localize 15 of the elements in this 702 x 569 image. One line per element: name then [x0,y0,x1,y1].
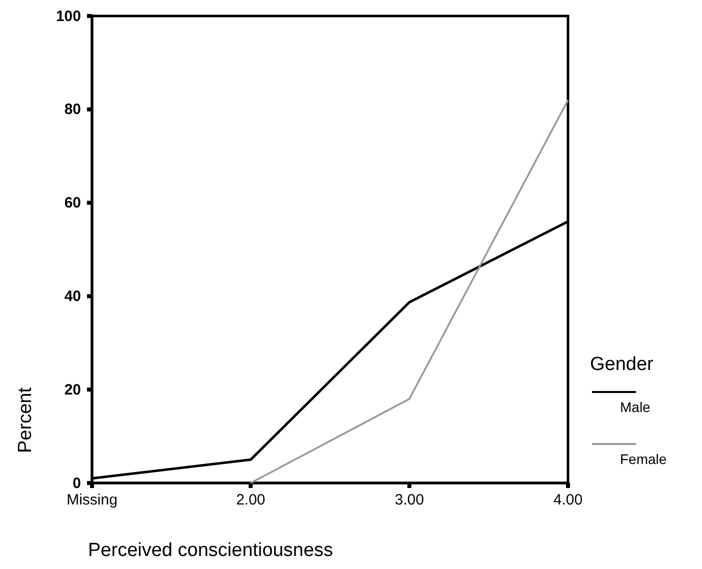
legend-label: Male [620,399,651,415]
y-tick-label: 80 [64,101,81,118]
x-tick-label: 3.00 [394,492,424,509]
y-tick-label: 0 [72,474,81,492]
x-tick-label: Missing [66,492,118,509]
x-tick-label: 4.00 [553,492,583,509]
y-tick-label: 40 [64,288,81,305]
x-tick-label: 2.00 [236,492,266,509]
y-tick-label: 100 [56,8,81,25]
y-tick-label: 20 [64,381,81,398]
legend-label: Female [620,451,667,467]
y-axis-title: Percent [15,386,36,453]
x-axis-title: Perceived conscientiousness [88,540,334,561]
legend-title: Gender [590,354,654,375]
y-tick-label: 60 [64,194,81,212]
